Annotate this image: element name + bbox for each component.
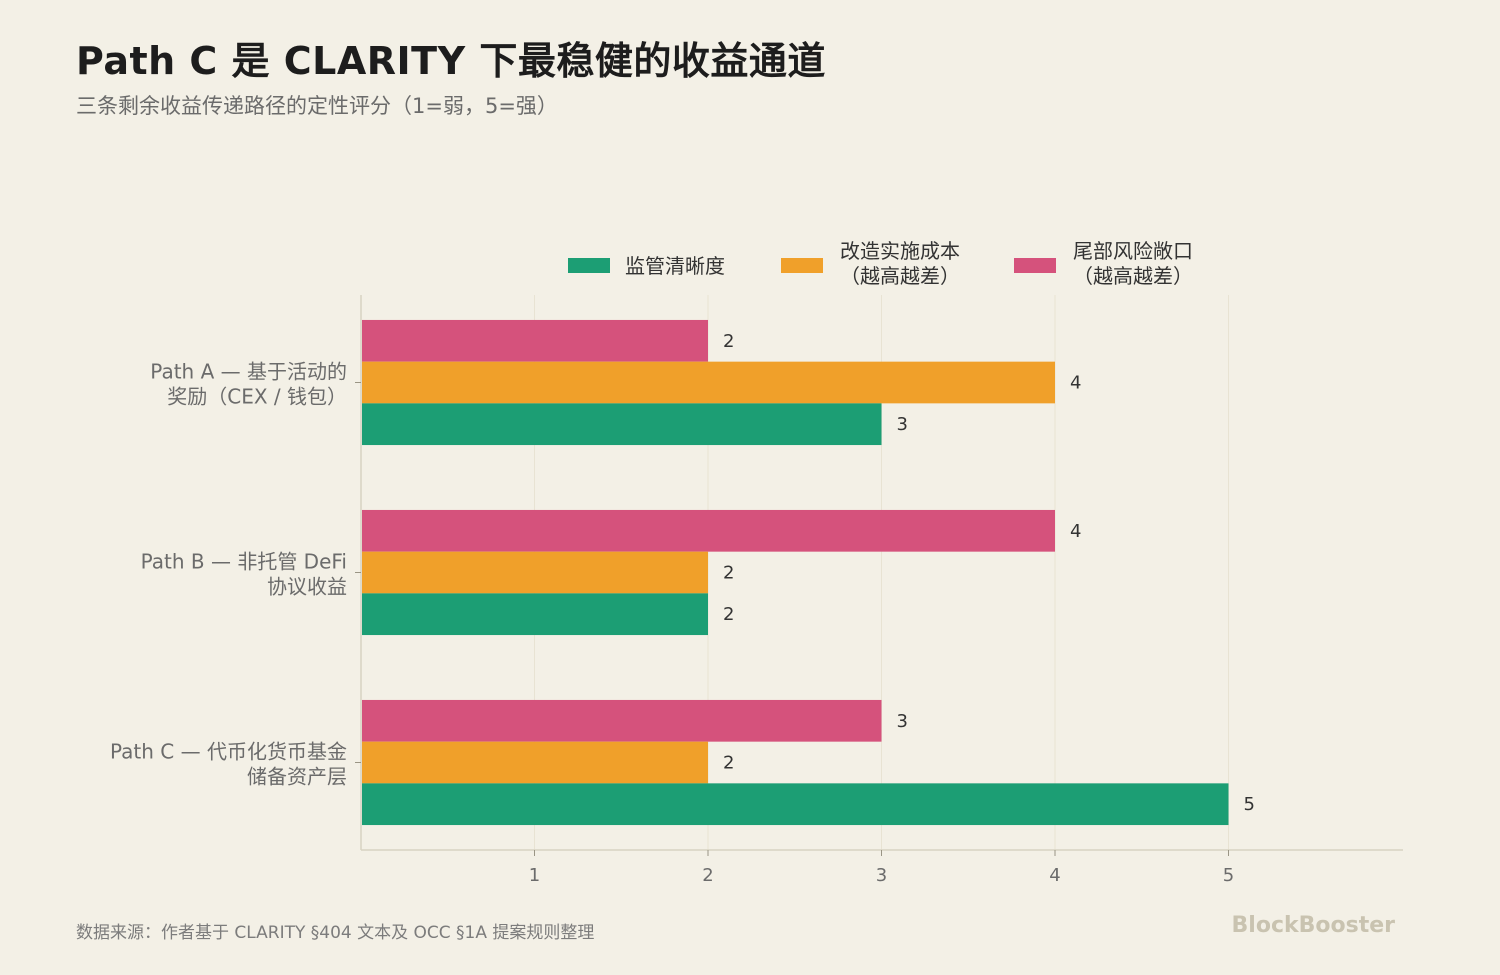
bar-data-label: 2 — [723, 604, 734, 625]
brand-logo-text: BlockBooster — [1231, 913, 1395, 938]
y-category-label: Path C — 代币化货币基金储备资产层 — [110, 740, 347, 789]
bar-data-label: 2 — [723, 753, 734, 774]
bar — [362, 783, 1229, 826]
legend-label: 监管清晰度 — [625, 254, 725, 278]
bar — [362, 741, 708, 784]
bar-data-label: 4 — [1070, 521, 1081, 542]
legend-swatch — [568, 258, 610, 273]
x-tick-label: 5 — [1223, 865, 1234, 886]
bar — [362, 361, 1055, 404]
x-tick-label: 3 — [876, 865, 887, 886]
x-tick-label: 1 — [529, 865, 540, 886]
bar-data-label: 2 — [723, 563, 734, 584]
bar — [362, 509, 1055, 552]
bar — [362, 699, 882, 742]
legend-label: 改造实施成本（越高越差） — [840, 239, 960, 288]
legend-swatch — [1014, 258, 1056, 273]
legend: 监管清晰度 改造实施成本（越高越差） 尾部风险敞口（越高越差） — [568, 239, 1193, 288]
legend-swatch — [781, 258, 823, 273]
x-tick-label: 4 — [1049, 865, 1060, 886]
y-category-label: Path A — 基于活动的奖励（CEX / 钱包） — [150, 360, 347, 409]
bar-data-label: 2 — [723, 331, 734, 352]
bar — [362, 403, 882, 446]
chart-title: Path C 是 CLARITY 下最稳健的收益通道 — [76, 39, 826, 83]
y-category-label: Path B — 非托管 DeFi 协议收益 — [141, 550, 347, 599]
legend-label: 尾部风险敞口（越高越差） — [1073, 239, 1193, 288]
data-source-note: 数据来源：作者基于 CLARITY §404 文本及 OCC §1A 提案规则整… — [76, 923, 595, 943]
bar-data-label: 4 — [1070, 373, 1081, 394]
x-tick-label: 2 — [702, 865, 713, 886]
chart-subtitle: 三条剩余收益传递路径的定性评分（1=弱，5=强） — [76, 94, 558, 118]
bar — [362, 551, 708, 594]
bar — [362, 593, 708, 636]
bar-data-label: 3 — [897, 711, 908, 732]
bar — [362, 319, 708, 362]
bar-data-label: 3 — [897, 414, 908, 435]
bar-data-label: 5 — [1244, 794, 1255, 815]
